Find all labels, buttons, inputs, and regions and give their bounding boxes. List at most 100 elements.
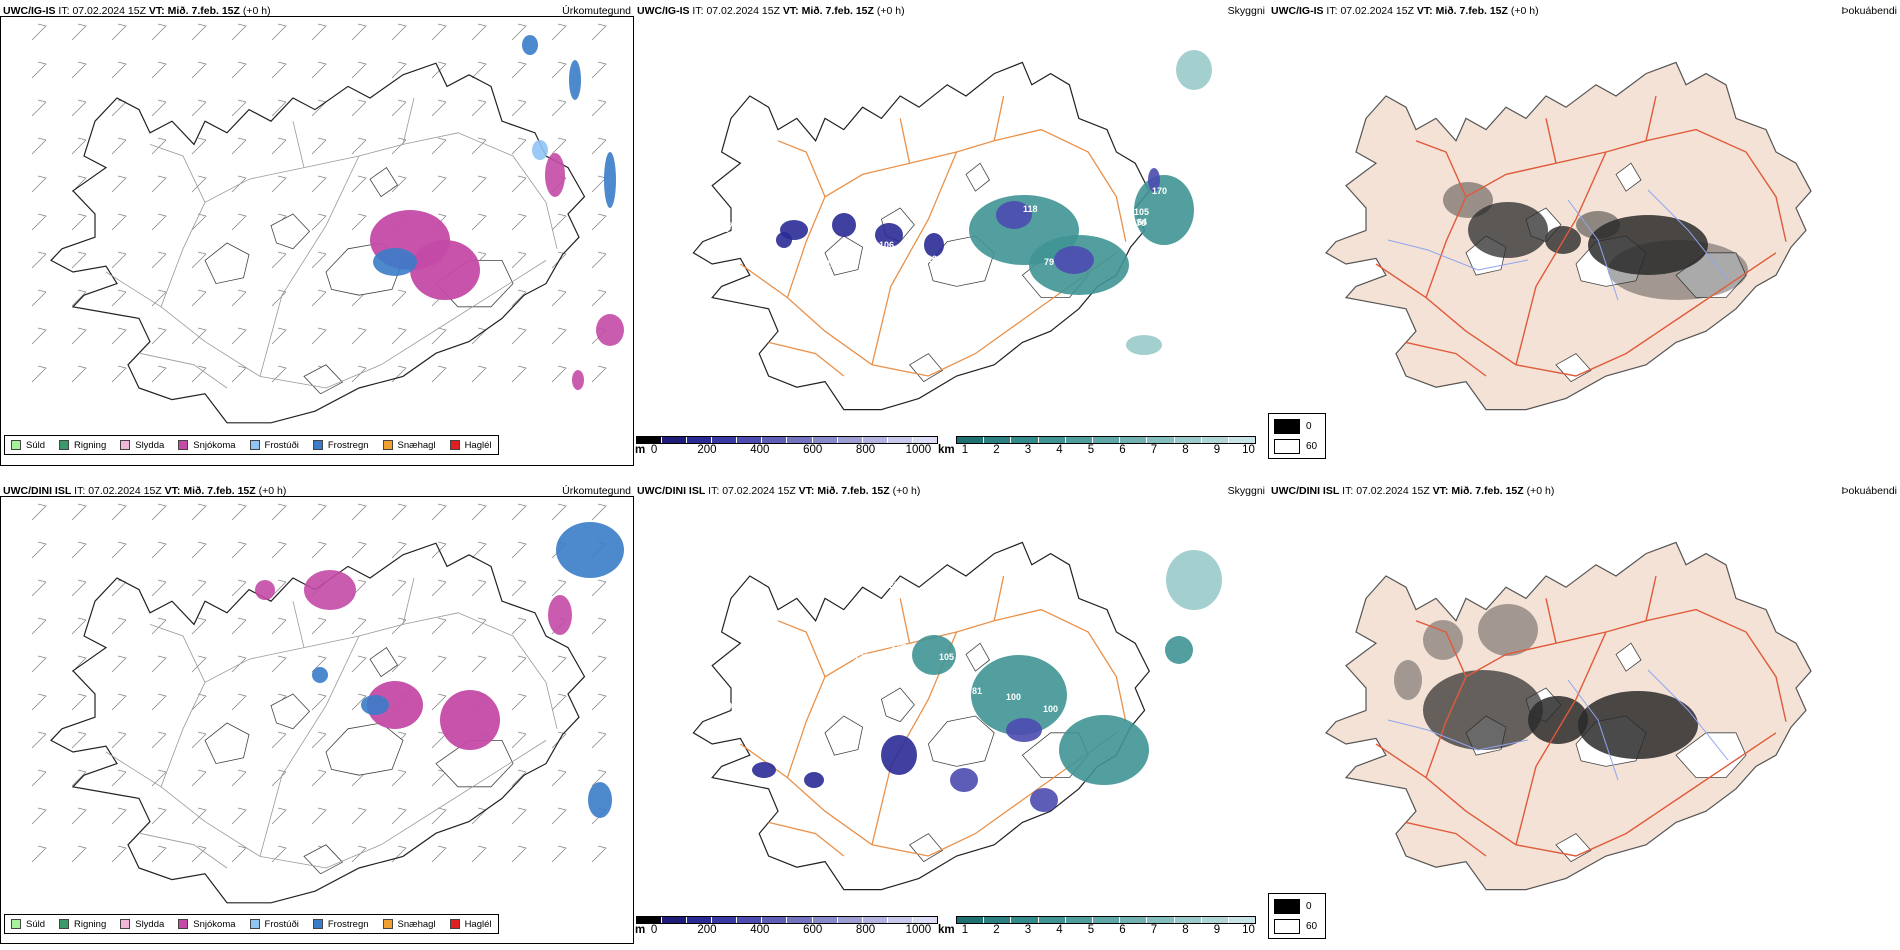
wind-barb	[511, 61, 527, 79]
wind-barb	[351, 327, 367, 345]
wind-barb	[351, 23, 367, 41]
road	[1405, 341, 1487, 377]
road	[149, 144, 206, 203]
colorbar-cell	[912, 437, 937, 443]
fog-index-area	[1578, 691, 1698, 759]
wind-barb	[151, 655, 167, 673]
wind-barb	[591, 137, 607, 155]
wind-barb	[151, 731, 167, 749]
colorbar-tick-label: 9	[1213, 924, 1221, 936]
ptype-label: Súld	[26, 918, 46, 930]
wind-barb	[111, 845, 127, 863]
visibility-value: 10	[670, 244, 680, 254]
colorbar-cell	[862, 917, 888, 923]
wind-barb	[271, 503, 287, 521]
ptype-label: Súld	[26, 439, 46, 451]
wind-barb	[71, 579, 87, 597]
wind-barb	[591, 845, 607, 863]
wind-barb	[231, 213, 247, 231]
it-value: 07.02.2024 15Z	[72, 5, 146, 17]
road	[1415, 140, 1467, 198]
visibility-value: 108	[806, 255, 821, 265]
visibility-km-colorbar: 1 2 3 4 5 6 7 8 9 10 km	[938, 436, 1256, 458]
wind-barb	[431, 617, 447, 635]
fog-legend-bottom-label: 60	[1306, 921, 1318, 932]
wind-barb	[111, 251, 127, 269]
colorbar-tick-label: 8	[1182, 444, 1189, 456]
wind-barb	[311, 617, 327, 635]
colorbar-cell	[762, 437, 788, 443]
it-value: 07.02.2024 15Z	[706, 5, 780, 17]
wind-barb	[231, 807, 247, 825]
wind-barb	[151, 137, 167, 155]
wind-barb	[151, 251, 167, 269]
wind-barb	[271, 655, 287, 673]
wind-barb	[511, 579, 527, 597]
wind-barb	[111, 579, 127, 597]
road	[1545, 598, 1557, 644]
wind-barb	[431, 99, 447, 117]
glacier-outline	[204, 242, 250, 285]
wind-barb	[591, 213, 607, 231]
ptype-swatch	[178, 919, 189, 929]
wind-barb	[551, 693, 567, 711]
ptype-legend-item: Súld	[11, 440, 45, 451]
visibility-value: 140	[826, 259, 841, 269]
ptype-label: Haglél	[464, 439, 492, 451]
colorbar-unit: m	[635, 444, 646, 456]
visibility-area	[875, 223, 903, 247]
wind-barb	[311, 541, 327, 559]
ptype-swatch	[249, 919, 260, 929]
visibility-area	[1126, 335, 1162, 355]
wind-barb	[591, 693, 607, 711]
wind-barb	[191, 579, 207, 597]
visibility-value: 100	[826, 699, 841, 709]
wind-barb	[391, 503, 407, 521]
wind-barb	[471, 365, 487, 383]
fog-legend-box-top	[1274, 419, 1300, 434]
wind-barb	[591, 769, 607, 787]
wind-barb	[431, 327, 447, 345]
colorbar-tick-label: 2	[993, 444, 1000, 456]
wind-barb	[31, 807, 47, 825]
glacier-outline	[927, 715, 995, 767]
ptype-swatch	[178, 440, 189, 450]
wind-barb	[551, 655, 567, 673]
fog-index-area	[1608, 240, 1748, 300]
wind-barb	[71, 99, 87, 117]
colorbar-unit: km	[938, 444, 955, 456]
wind-barb	[551, 365, 567, 383]
parameter-name: Skyggni	[1227, 5, 1265, 17]
vt-label: VT:	[148, 5, 165, 17]
colorbar-tick-label: 6	[1119, 444, 1126, 456]
colorbar-cells	[956, 916, 1256, 924]
visibility-value: 10	[862, 232, 872, 242]
wind-barb	[231, 845, 247, 863]
colorbar-cell	[637, 917, 663, 923]
wind-barb	[271, 731, 287, 749]
wind-barb	[231, 693, 247, 711]
road	[871, 151, 958, 365]
wind-barb	[151, 769, 167, 787]
wind-barb	[551, 769, 567, 787]
wind-barb	[351, 99, 367, 117]
colorbar-cell	[957, 437, 985, 443]
road	[292, 121, 305, 168]
road	[899, 118, 911, 164]
ptype-swatch	[449, 919, 460, 929]
road	[740, 252, 1117, 377]
it-value: 07.02.2024 15Z	[1340, 5, 1414, 17]
freezing-rain-area	[604, 152, 616, 208]
wind-barb	[231, 655, 247, 673]
colorbar-tick-label: 800	[855, 924, 876, 936]
parameter-name: Úrkomutegund	[562, 5, 631, 17]
wind-barb	[551, 579, 567, 597]
visibility-value: 212	[912, 682, 927, 692]
road	[1645, 95, 1657, 141]
fog-legend-top-label: 0	[1306, 901, 1312, 912]
model-name: UWC/DINI ISL	[637, 485, 706, 497]
ptype-label: Rigning	[74, 918, 107, 930]
visibility-value: 79	[1044, 257, 1054, 267]
wind-barb	[31, 289, 47, 307]
colorbar-cell	[1038, 917, 1066, 923]
